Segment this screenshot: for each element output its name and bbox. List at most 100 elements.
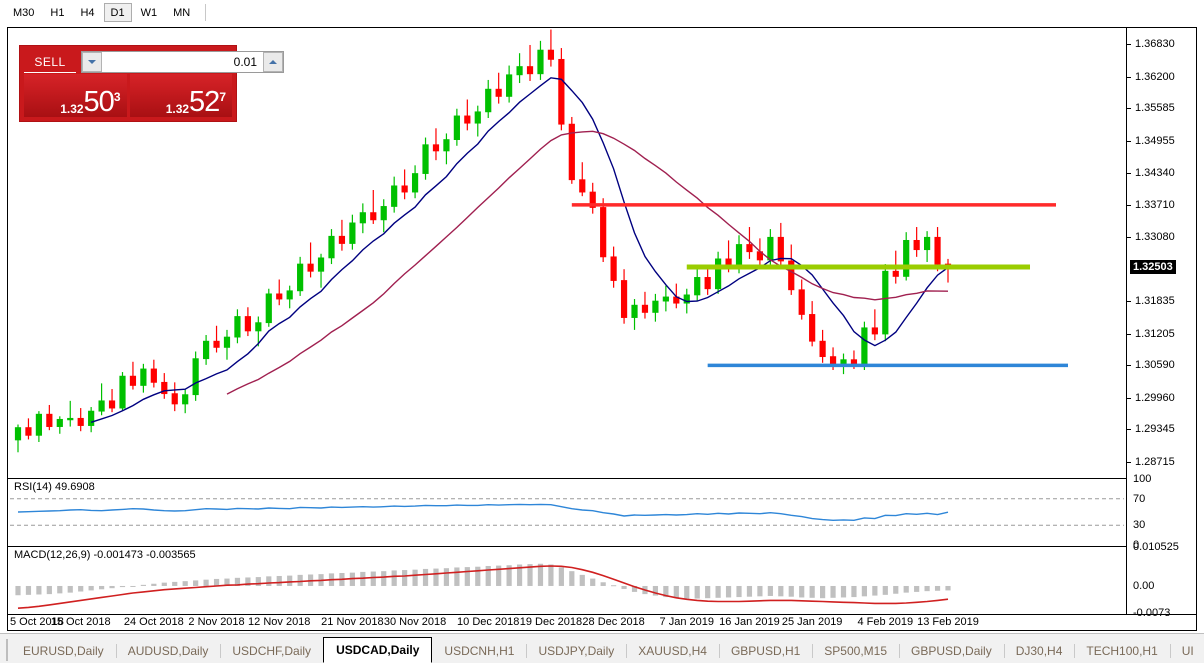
- price-axis-label: 1.35585: [1135, 102, 1175, 115]
- one-click-trading-panel[interactable]: SELL BUY 1.32503 1.32527: [19, 45, 341, 122]
- price-tick: [1127, 301, 1131, 303]
- tab-list: EURUSD,Daily AUDUSD,Daily USDCHF,Daily USDC…: [11, 637, 1204, 663]
- symbol-tab-eurusd-daily[interactable]: EURUSD,Daily: [23, 644, 104, 658]
- price-tick: [1127, 140, 1131, 142]
- rsi-axis-label: 0: [1133, 539, 1140, 551]
- rsi-label: RSI(14) 49.6908: [14, 481, 95, 493]
- rsi-pane[interactable]: RSI(14) 49.6908: [8, 478, 1126, 546]
- price-axis-label: 1.29345: [1135, 423, 1175, 436]
- time-axis-label: 30 Nov 2018: [383, 616, 447, 628]
- buy-price-sup: 7: [219, 90, 226, 104]
- macd-chart-svg: [15, 563, 951, 609]
- price-tick: [1127, 237, 1131, 239]
- sell-price-button[interactable]: 1.32503: [24, 74, 127, 117]
- price-pane[interactable]: [8, 28, 1126, 478]
- price-axis-label: 1.36830: [1135, 38, 1175, 51]
- price-tick: [1127, 108, 1131, 110]
- lot-decrease-button[interactable]: [82, 51, 102, 72]
- symbol-tab-usdcnh-h1[interactable]: USDCNH,H1: [444, 644, 515, 658]
- time-axis-label: 25 Jan 2019: [781, 616, 843, 628]
- rsi-axis-label: 100: [1133, 473, 1152, 485]
- lot-size-input[interactable]: [102, 51, 263, 72]
- price-tick: [1127, 461, 1131, 463]
- macd-pane[interactable]: MACD(12,26,9) -0.001473 -0.003565: [8, 546, 1126, 614]
- timeframe-m30[interactable]: M30: [13, 6, 35, 19]
- price-tick: [1127, 333, 1131, 335]
- buy-price-prefix: 1.32: [165, 102, 190, 116]
- time-axis-label: 13 Feb 2019: [917, 616, 979, 628]
- price-tick: [1127, 365, 1131, 367]
- price-axis-label: 1.28715: [1135, 455, 1175, 468]
- time-axis-label: 24 Oct 2018: [123, 616, 184, 628]
- rsi-chart-svg: [10, 498, 1124, 526]
- lot-size-stepper[interactable]: [81, 50, 284, 73]
- macd-axis-label: -0.0073: [1133, 607, 1171, 619]
- price-axis-label: 1.34340: [1135, 166, 1175, 179]
- oct-price-row: 1.32503 1.32527: [20, 74, 236, 121]
- symbol-tab-usdjpy-daily[interactable]: USDJPY,Daily: [526, 639, 626, 663]
- rsi-axis-label: 70: [1133, 492, 1146, 505]
- tab-bar-grip[interactable]: [6, 639, 8, 661]
- symbol-tab-tech100-h1[interactable]: TECH100,H1: [1074, 639, 1169, 663]
- price-axis-label: 1.30590: [1135, 359, 1175, 372]
- macd-axis-label: 0.010525: [1133, 541, 1179, 553]
- price-tick: [1127, 429, 1131, 431]
- timeframe-w1[interactable]: W1: [140, 6, 158, 19]
- sell-label[interactable]: SELL: [24, 51, 76, 73]
- symbol-tab-gbpusd-daily[interactable]: GBPUSD,Daily: [899, 639, 1004, 663]
- macd-axis-label: 0.00: [1133, 579, 1155, 592]
- oct-top-row: SELL BUY: [20, 46, 341, 74]
- time-axis-label: 4 Feb 2019: [857, 616, 914, 628]
- lot-increase-button[interactable]: [263, 51, 283, 72]
- sell-price-sup: 3: [113, 90, 121, 104]
- price-tick: [1127, 397, 1131, 399]
- buy-price-value: 1.32527: [166, 86, 226, 117]
- time-axis-label: 7 Jan 2019: [659, 616, 714, 628]
- price-axis-label: 1.34955: [1135, 134, 1175, 147]
- time-axis-label: 21 Nov 2018: [321, 616, 384, 628]
- price-axis-label: 1.36200: [1135, 70, 1175, 83]
- timeframe-d1[interactable]: D1: [103, 2, 132, 22]
- symbol-tab-usdcad-daily[interactable]: USDCAD,Daily: [323, 637, 433, 663]
- price-axis-label: 1.29960: [1135, 391, 1175, 404]
- sell-price-big: 50: [83, 86, 115, 117]
- symbol-tab-sp500-m15[interactable]: SP500,M15: [812, 639, 899, 663]
- buy-price-big: 52: [189, 86, 220, 117]
- price-tick: [1127, 44, 1131, 46]
- price-axis-label: 1.33710: [1135, 198, 1175, 211]
- symbol-tab-xauusd-h4[interactable]: XAUUSD,H4: [626, 639, 719, 663]
- price-chart-svg: [14, 29, 1068, 453]
- timeframe-mn[interactable]: MN: [173, 6, 191, 19]
- chevron-down-icon: [88, 59, 96, 64]
- time-axis-label: 19 Dec 2018: [519, 616, 583, 628]
- price-tick: [1127, 204, 1131, 206]
- current-price-tag: 1.32503: [1130, 259, 1176, 274]
- symbol-tab-audusd-daily[interactable]: AUDUSD,Daily: [115, 639, 221, 663]
- time-axis-label: 10 Dec 2018: [457, 616, 520, 628]
- timeframe-h1[interactable]: H1: [50, 6, 65, 19]
- buy-label[interactable]: BUY: [289, 51, 341, 73]
- time-axis-label: 5 Oct 2018: [10, 616, 64, 628]
- symbol-tab-gbpusd-h1[interactable]: GBPUSD,H1: [718, 639, 812, 663]
- chevron-up-icon: [269, 59, 277, 64]
- time-axis-label: 16 Jan 2019: [719, 616, 780, 628]
- chart-area[interactable]: USDCAD,Daily 1.32327 1.32657 1.32205 1.3…: [7, 27, 1197, 631]
- symbol-tab-ui[interactable]: UI: [1169, 639, 1204, 663]
- buy-price-button[interactable]: 1.32527: [129, 74, 232, 117]
- time-axis-label: 12 Nov 2018: [248, 616, 311, 628]
- price-axis-label: 1.31205: [1135, 327, 1175, 340]
- symbol-tab-bar[interactable]: EURUSD,Daily AUDUSD,Daily USDCHF,Daily USDC…: [0, 633, 1204, 663]
- time-axis-label: 15 Oct 2018: [50, 616, 111, 628]
- macd-label: MACD(12,26,9) -0.001473 -0.003565: [14, 549, 196, 561]
- symbol-tab-usdchf-daily[interactable]: USDCHF,Daily: [220, 639, 323, 663]
- time-axis: 5 Oct 2018 15 Oct 2018 24 Oct 2018 2 Nov 20…: [8, 614, 1196, 630]
- price-axis-label: 1.33080: [1135, 231, 1175, 244]
- time-axis-label: 28 Dec 2018: [582, 616, 645, 628]
- symbol-tab-dj30-h4[interactable]: DJ30,H4: [1003, 639, 1075, 663]
- timeframe-h4[interactable]: H4: [80, 6, 95, 19]
- price-tick: [1127, 172, 1131, 174]
- timeframe-toolbar: M30 H1 H4 D1 W1 MN: [0, 0, 1204, 24]
- sell-price-value: 1.32503: [60, 86, 120, 117]
- price-axis[interactable]: 1.36830 1.36200 1.35585 1.34955 1.34340 1.337…: [1126, 28, 1196, 619]
